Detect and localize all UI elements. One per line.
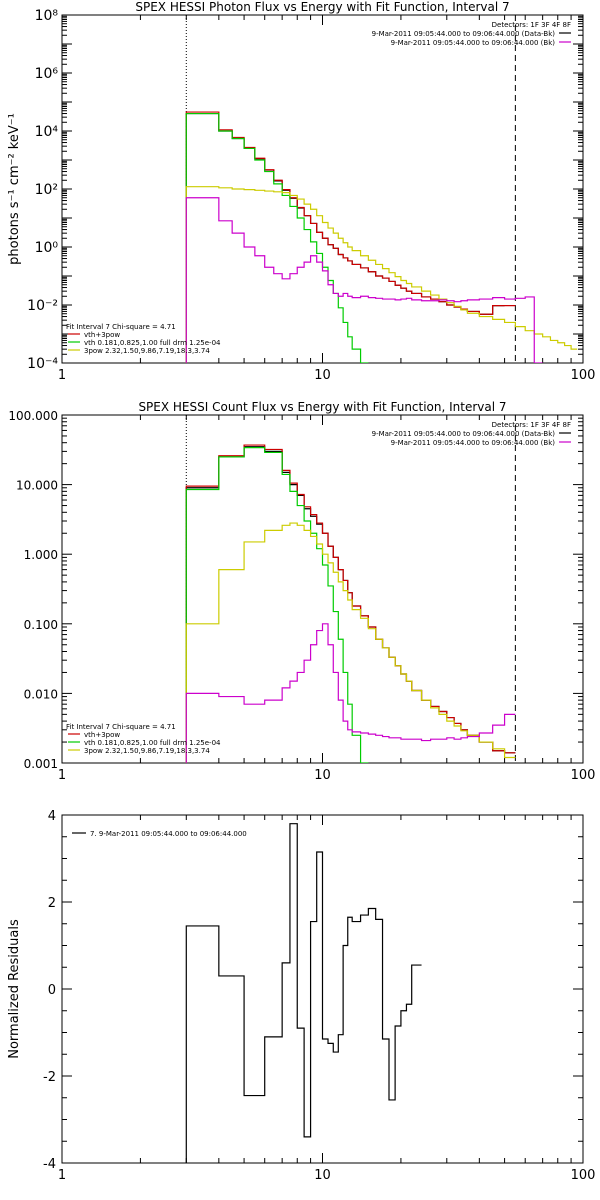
y-tick-label: 10⁰	[35, 240, 59, 256]
y-tick-label: 10⁻⁴	[27, 356, 58, 372]
series-line-data-bk	[185, 112, 505, 363]
series-line-data-bk	[185, 446, 516, 763]
legend-top-item: 9-Mar-2011 09:05:44.000 to 09:06:44.000 …	[372, 430, 556, 438]
chart-panel-3: 1 10 100 -4 -2 0 2 4 Normalized Residuals 7. 9-Ma…	[7, 809, 595, 1183]
y-tick-label: 10⁴	[35, 124, 59, 140]
y-tick-label: 100.000	[8, 409, 58, 423]
chart-panel-1: SPEX HESSI Photon Flux vs Energy with Fi…	[7, 0, 595, 383]
chart-panel-2: SPEX HESSI Count Flux vs Energy with Fit…	[8, 400, 595, 783]
legend-bottom-item: 3pow 2.32,1.50,9.86,7.19,18.3,3.74	[84, 747, 210, 755]
legend-bottom-item: vth+3pow	[84, 731, 120, 739]
y-tick-label: 0	[48, 983, 56, 998]
x-tick-label: 1	[58, 1168, 66, 1183]
y-tick-label: 0.010	[24, 687, 58, 701]
series-line-3pow	[185, 522, 516, 763]
legend-top: Detectors: 1F 3F 4F 8F9-Mar-2011 09:05:4…	[372, 21, 571, 47]
series-line-vth-3pow	[185, 111, 516, 363]
legend-top-item: Detectors: 1F 3F 4F 8F	[492, 421, 571, 429]
series-line-bk	[185, 623, 516, 763]
y-axis-label: photons s⁻¹ cm⁻² keV⁻¹	[7, 113, 22, 265]
chart-title: SPEX HESSI Count Flux vs Energy with Fit…	[138, 400, 506, 414]
series-group	[185, 444, 516, 763]
legend-top: 7. 9-Mar-2011 09:05:44.000 to 09:06:44.0…	[72, 830, 247, 838]
legend-top-item: Detectors: 1F 3F 4F 8F	[492, 21, 571, 29]
legend-bottom-item: 3pow 2.32,1.50,9.86,7.19,18.3,3.74	[84, 347, 210, 355]
x-tick-label: 1	[58, 768, 66, 783]
plot-frame	[61, 414, 584, 764]
legend-bottom-item: Fit Interval 7 Chi-square = 4.71	[66, 723, 176, 731]
y-axis: 0.001 0.010 0.100 1.000 10.000 100.000	[8, 409, 583, 771]
y-tick-label: 1.000	[24, 548, 58, 562]
legend-top-item: 9-Mar-2011 09:05:44.000 to 09:06:44.000 …	[391, 439, 556, 447]
y-tick-label: 10²	[35, 182, 58, 198]
series-line-vth-3pow	[185, 444, 516, 763]
legend-top: Detectors: 1F 3F 4F 8F9-Mar-2011 09:05:4…	[372, 421, 571, 447]
plot-frame	[61, 14, 584, 364]
y-tick-label: 10⁶	[35, 66, 59, 82]
x-tick-label: 10	[314, 1168, 331, 1183]
y-tick-label: 10⁻²	[27, 298, 58, 314]
x-tick-label: 100	[571, 368, 596, 383]
y-tick-label: 4	[48, 809, 56, 824]
legend-bottom-item: Fit Interval 7 Chi-square = 4.71	[66, 323, 176, 331]
y-tick-label: 10.000	[16, 479, 58, 493]
x-tick-label: 100	[571, 1168, 596, 1183]
series-line-vth	[185, 447, 369, 763]
y-tick-label: -2	[43, 1070, 56, 1085]
legend-top-item: 9-Mar-2011 09:05:44.000 to 09:06:44.000 …	[391, 39, 556, 47]
x-tick-label: 1	[58, 368, 66, 383]
series-group	[185, 111, 578, 363]
chart-title: SPEX HESSI Photon Flux vs Energy with Fi…	[135, 0, 509, 14]
y-tick-label: 10⁸	[35, 8, 59, 24]
legend-bottom-item: vth 0.181,0.825,1.00 full drm 1.25e-04	[84, 739, 221, 747]
y-axis: 10⁻⁴ 10⁻² 10⁰ 10² 10⁴ 10⁶ 10⁸	[27, 8, 583, 372]
legend-bottom: Fit Interval 7 Chi-square = 4.71vth+3pow…	[66, 723, 221, 755]
legend-item: 7. 9-Mar-2011 09:05:44.000 to 09:06:44.0…	[90, 830, 247, 838]
y-tick-label: -4	[43, 1157, 56, 1172]
x-tick-label: 10	[314, 768, 331, 783]
legend-bottom-item: vth 0.181,0.825,1.00 full drm 1.25e-04	[84, 339, 221, 347]
series-line-7-9-mar-2011-09-05-44-000-to-09-06-44-000	[185, 823, 422, 1163]
y-axis: -4 -2 0 2 4	[43, 809, 583, 1172]
legend-bottom-item: vth+3pow	[84, 331, 120, 339]
series-group	[185, 823, 422, 1163]
y-tick-label: 2	[48, 896, 56, 911]
series-line-bk	[185, 197, 543, 363]
x-tick-label: 100	[571, 768, 596, 783]
x-axis: 1 10 100	[58, 415, 596, 783]
x-axis: 1 10 100	[58, 815, 596, 1183]
legend-top-item: 9-Mar-2011 09:05:44.000 to 09:06:44.000 …	[372, 30, 556, 38]
y-axis-label: Normalized Residuals	[7, 919, 22, 1059]
x-tick-label: 10	[314, 368, 331, 383]
legend-bottom: Fit Interval 7 Chi-square = 4.71vth+3pow…	[66, 323, 221, 355]
y-tick-label: 0.100	[24, 618, 58, 632]
y-tick-label: 0.001	[24, 757, 58, 771]
series-line-vth	[185, 112, 369, 363]
series-line-3pow	[185, 186, 578, 363]
